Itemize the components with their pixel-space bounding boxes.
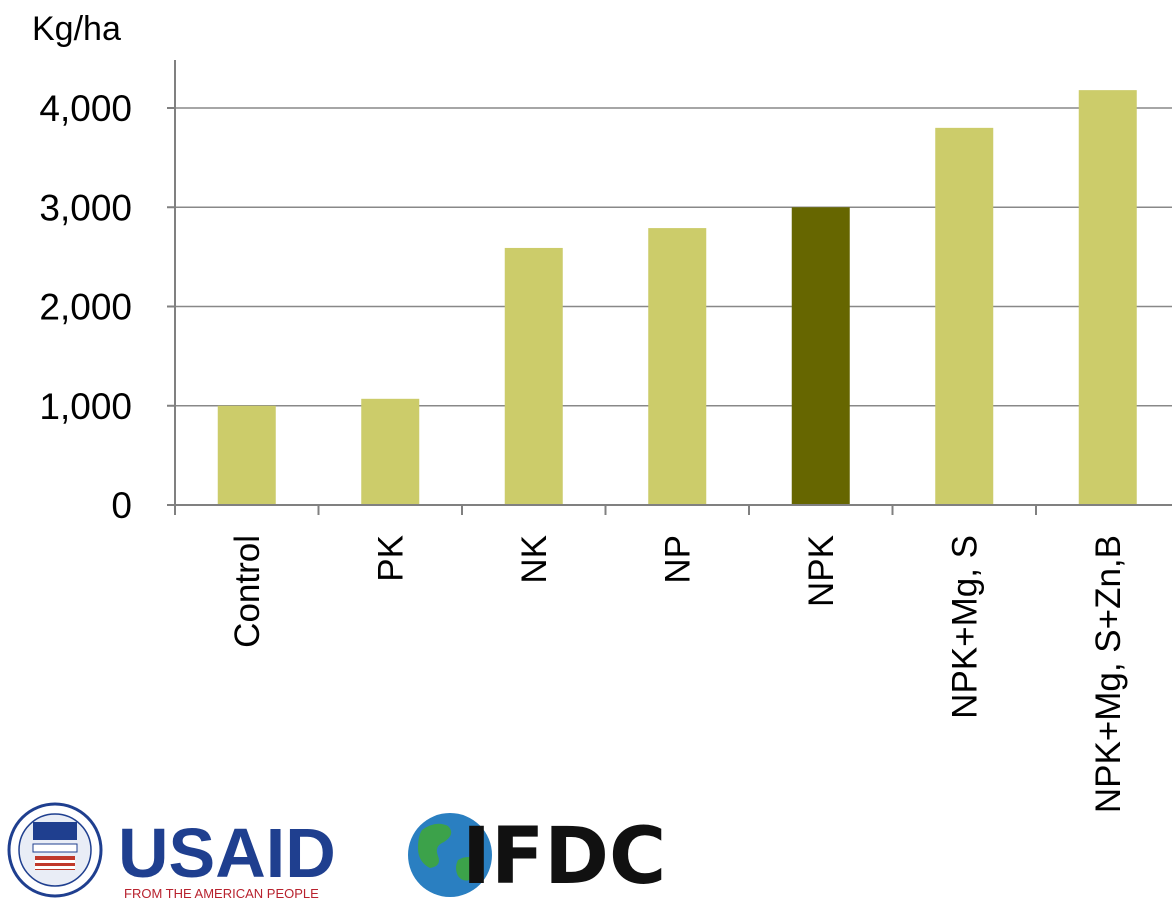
- x-tick-label: NK: [515, 535, 554, 584]
- bar: [504, 247, 563, 505]
- bar: [791, 207, 850, 505]
- x-tick-label: NPK+Mg, S+Zn,B: [1089, 535, 1128, 813]
- y-axis-unit-label: Kg/ha: [32, 10, 121, 48]
- bar: [217, 405, 276, 505]
- x-tick-label: NP: [658, 535, 697, 584]
- y-tick-label: 2,000: [39, 287, 132, 328]
- bar: [648, 228, 707, 505]
- bar: [361, 398, 420, 505]
- usaid-seal-icon: [7, 802, 103, 898]
- axes: [167, 60, 1172, 515]
- y-tick-labels: 0 1,000 2,000 3,000 4,000: [39, 88, 132, 526]
- bars: [217, 90, 1137, 505]
- globe-icon: [408, 813, 492, 897]
- x-tick-label: NPK+Mg, S: [945, 535, 984, 719]
- usaid-wordmark: USAID: [118, 814, 336, 892]
- y-tick-label: 4,000: [39, 88, 132, 129]
- usaid-tagline: FROM THE AMERICAN PEOPLE: [124, 886, 319, 901]
- ifdc-wordmark: IFDC: [462, 812, 666, 902]
- ifdc-logo: IFDC: [408, 812, 666, 902]
- y-tick-label: 0: [111, 485, 132, 526]
- bar: [935, 127, 994, 505]
- y-tick-label: 3,000: [39, 187, 132, 228]
- bar: [1078, 90, 1137, 505]
- x-tick-label: PK: [371, 535, 410, 582]
- x-tick-labels: Control PK NK NP NPK NPK+Mg, S NPK+Mg, S+Zn,B: [228, 535, 1128, 813]
- usaid-logo: USAID FROM THE AMERICAN PEOPLE: [7, 802, 336, 901]
- x-tick-label: NPK: [802, 535, 841, 607]
- x-tick-label: Control: [228, 535, 267, 648]
- y-tick-label: 1,000: [39, 386, 132, 427]
